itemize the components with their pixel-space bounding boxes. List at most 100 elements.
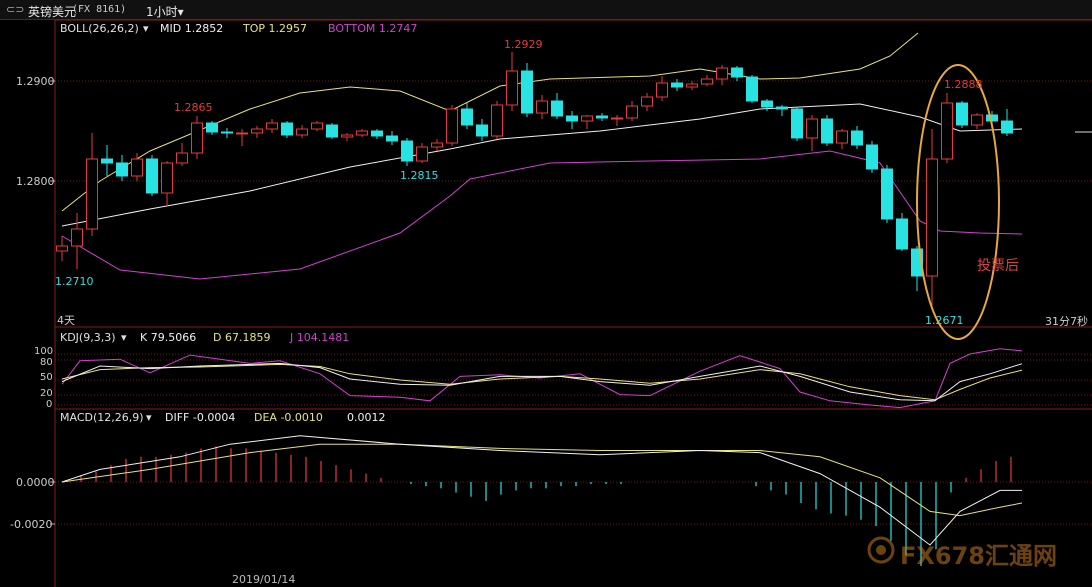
- date-label: 2019/01/14: [232, 573, 296, 586]
- candlestick-series: [56, 52, 1013, 310]
- candle-up: [296, 128, 308, 136]
- candle-up: [971, 114, 983, 126]
- candle-down: [821, 118, 833, 144]
- candle-down: [866, 144, 878, 170]
- candle-up: [491, 104, 503, 137]
- candle-down: [1001, 120, 1013, 134]
- macd-tick: 0.0000: [16, 476, 55, 489]
- kdj-j-value: J 104.1481: [290, 331, 350, 344]
- candle-down: [776, 106, 788, 110]
- candle-down: [851, 130, 863, 146]
- price-tick: 1.2900: [16, 75, 55, 88]
- kdj-j-line: [61, 348, 1023, 409]
- candle-up: [836, 130, 848, 144]
- candle-up: [536, 100, 548, 114]
- candle-up: [941, 102, 953, 160]
- boll-bottom-value: BOTTOM 1.2747: [328, 22, 418, 35]
- link-icon[interactable]: ⊂⊃: [6, 3, 25, 16]
- macd-tick: -0.0020: [10, 518, 53, 531]
- candle-down: [371, 130, 383, 137]
- candle-up: [446, 108, 458, 144]
- candle-up: [71, 228, 83, 247]
- kdj-d-line: [61, 363, 1023, 401]
- boll-top-value: TOP 1.2957: [243, 22, 307, 35]
- candle-up: [131, 158, 143, 177]
- candle-up: [656, 82, 668, 98]
- chevron-down-icon: ▾: [177, 5, 184, 19]
- candle-up: [251, 128, 263, 134]
- candle-down: [326, 124, 338, 138]
- period-label: 4天: [57, 314, 75, 327]
- watermark-text: FX678汇通网: [900, 542, 1057, 570]
- kdj-tick: 80: [40, 357, 53, 368]
- boll-chevron-icon[interactable]: ▾: [143, 22, 149, 35]
- kdj-name[interactable]: KDJ(9,3,3): [60, 331, 116, 344]
- symbol-name[interactable]: 英镑美元: [28, 5, 77, 19]
- annotation-high: 1.2888: [944, 78, 983, 91]
- macd-dea-value: DEA -0.0010: [254, 411, 323, 424]
- candle-up: [926, 158, 938, 277]
- macd-dea-line: [61, 443, 1023, 517]
- candle-down: [281, 122, 293, 136]
- kdj-k-line: [61, 362, 1023, 402]
- candle-down: [596, 115, 608, 119]
- candle-down: [206, 122, 218, 133]
- candle-up: [506, 70, 518, 106]
- annotation-text: 投票后: [977, 258, 1019, 274]
- candle-up: [236, 132, 248, 135]
- boll-top-line: [61, 32, 919, 212]
- annotation-low: 1.2815: [400, 169, 439, 182]
- candle-down: [746, 76, 758, 102]
- annotation-low: 1.2671: [925, 314, 964, 327]
- candle-down: [731, 67, 743, 78]
- candle-down: [896, 218, 908, 250]
- kdj-k-value: K 79.5066: [140, 331, 197, 344]
- macd-diff-line: [61, 435, 1022, 546]
- kdj-tick: 20: [40, 388, 53, 399]
- candle-down: [476, 124, 488, 137]
- boll-mid-line: [61, 103, 1023, 227]
- candle-down: [671, 82, 683, 88]
- candle-down: [551, 100, 563, 117]
- candle-up: [806, 118, 818, 139]
- annotation-high: 1.2929: [504, 38, 543, 51]
- boll-mid-value: MID 1.2852: [160, 22, 224, 35]
- candle-down: [956, 102, 968, 126]
- candle-up: [191, 122, 203, 154]
- macd-plot: [61, 435, 1023, 566]
- kdj-tick: 0: [46, 399, 53, 410]
- candle-up: [626, 105, 638, 119]
- candle-down: [461, 108, 473, 126]
- candle-up: [581, 115, 593, 122]
- annotation-high: 1.2865: [174, 101, 213, 114]
- candle-up: [161, 162, 173, 194]
- candle-down: [566, 115, 578, 122]
- boll-bottom-line: [61, 150, 1023, 280]
- kdj-chevron-icon[interactable]: ▾: [121, 331, 127, 344]
- candle-up: [701, 78, 713, 85]
- timeframe-label: 1小时: [146, 5, 178, 19]
- candle-up: [341, 134, 353, 138]
- boll-name[interactable]: BOLL(26,26,2): [60, 22, 139, 35]
- candle-up: [686, 83, 698, 88]
- countdown-label: 31分7秒: [1045, 315, 1088, 328]
- macd-chevron-icon[interactable]: ▾: [146, 411, 152, 424]
- candle-down: [521, 70, 533, 114]
- macd-name[interactable]: MACD(12,26,9): [60, 411, 144, 424]
- candle-down: [881, 168, 893, 220]
- candle-down: [146, 158, 158, 194]
- candle-up: [431, 142, 443, 148]
- candle-up: [311, 122, 323, 130]
- candle-down: [986, 114, 998, 122]
- timeframe-selector[interactable]: 1小时▾: [146, 3, 184, 20]
- kdj-tick: 100: [34, 346, 54, 357]
- candle-up: [356, 130, 368, 136]
- kdj-tick: 50: [40, 372, 53, 383]
- candle-up: [86, 158, 98, 230]
- candle-up: [416, 146, 428, 162]
- price-tick: 1.2800: [16, 175, 55, 188]
- candle-down: [401, 140, 413, 162]
- grid-lines: [50, 19, 1092, 587]
- candle-down: [386, 135, 398, 142]
